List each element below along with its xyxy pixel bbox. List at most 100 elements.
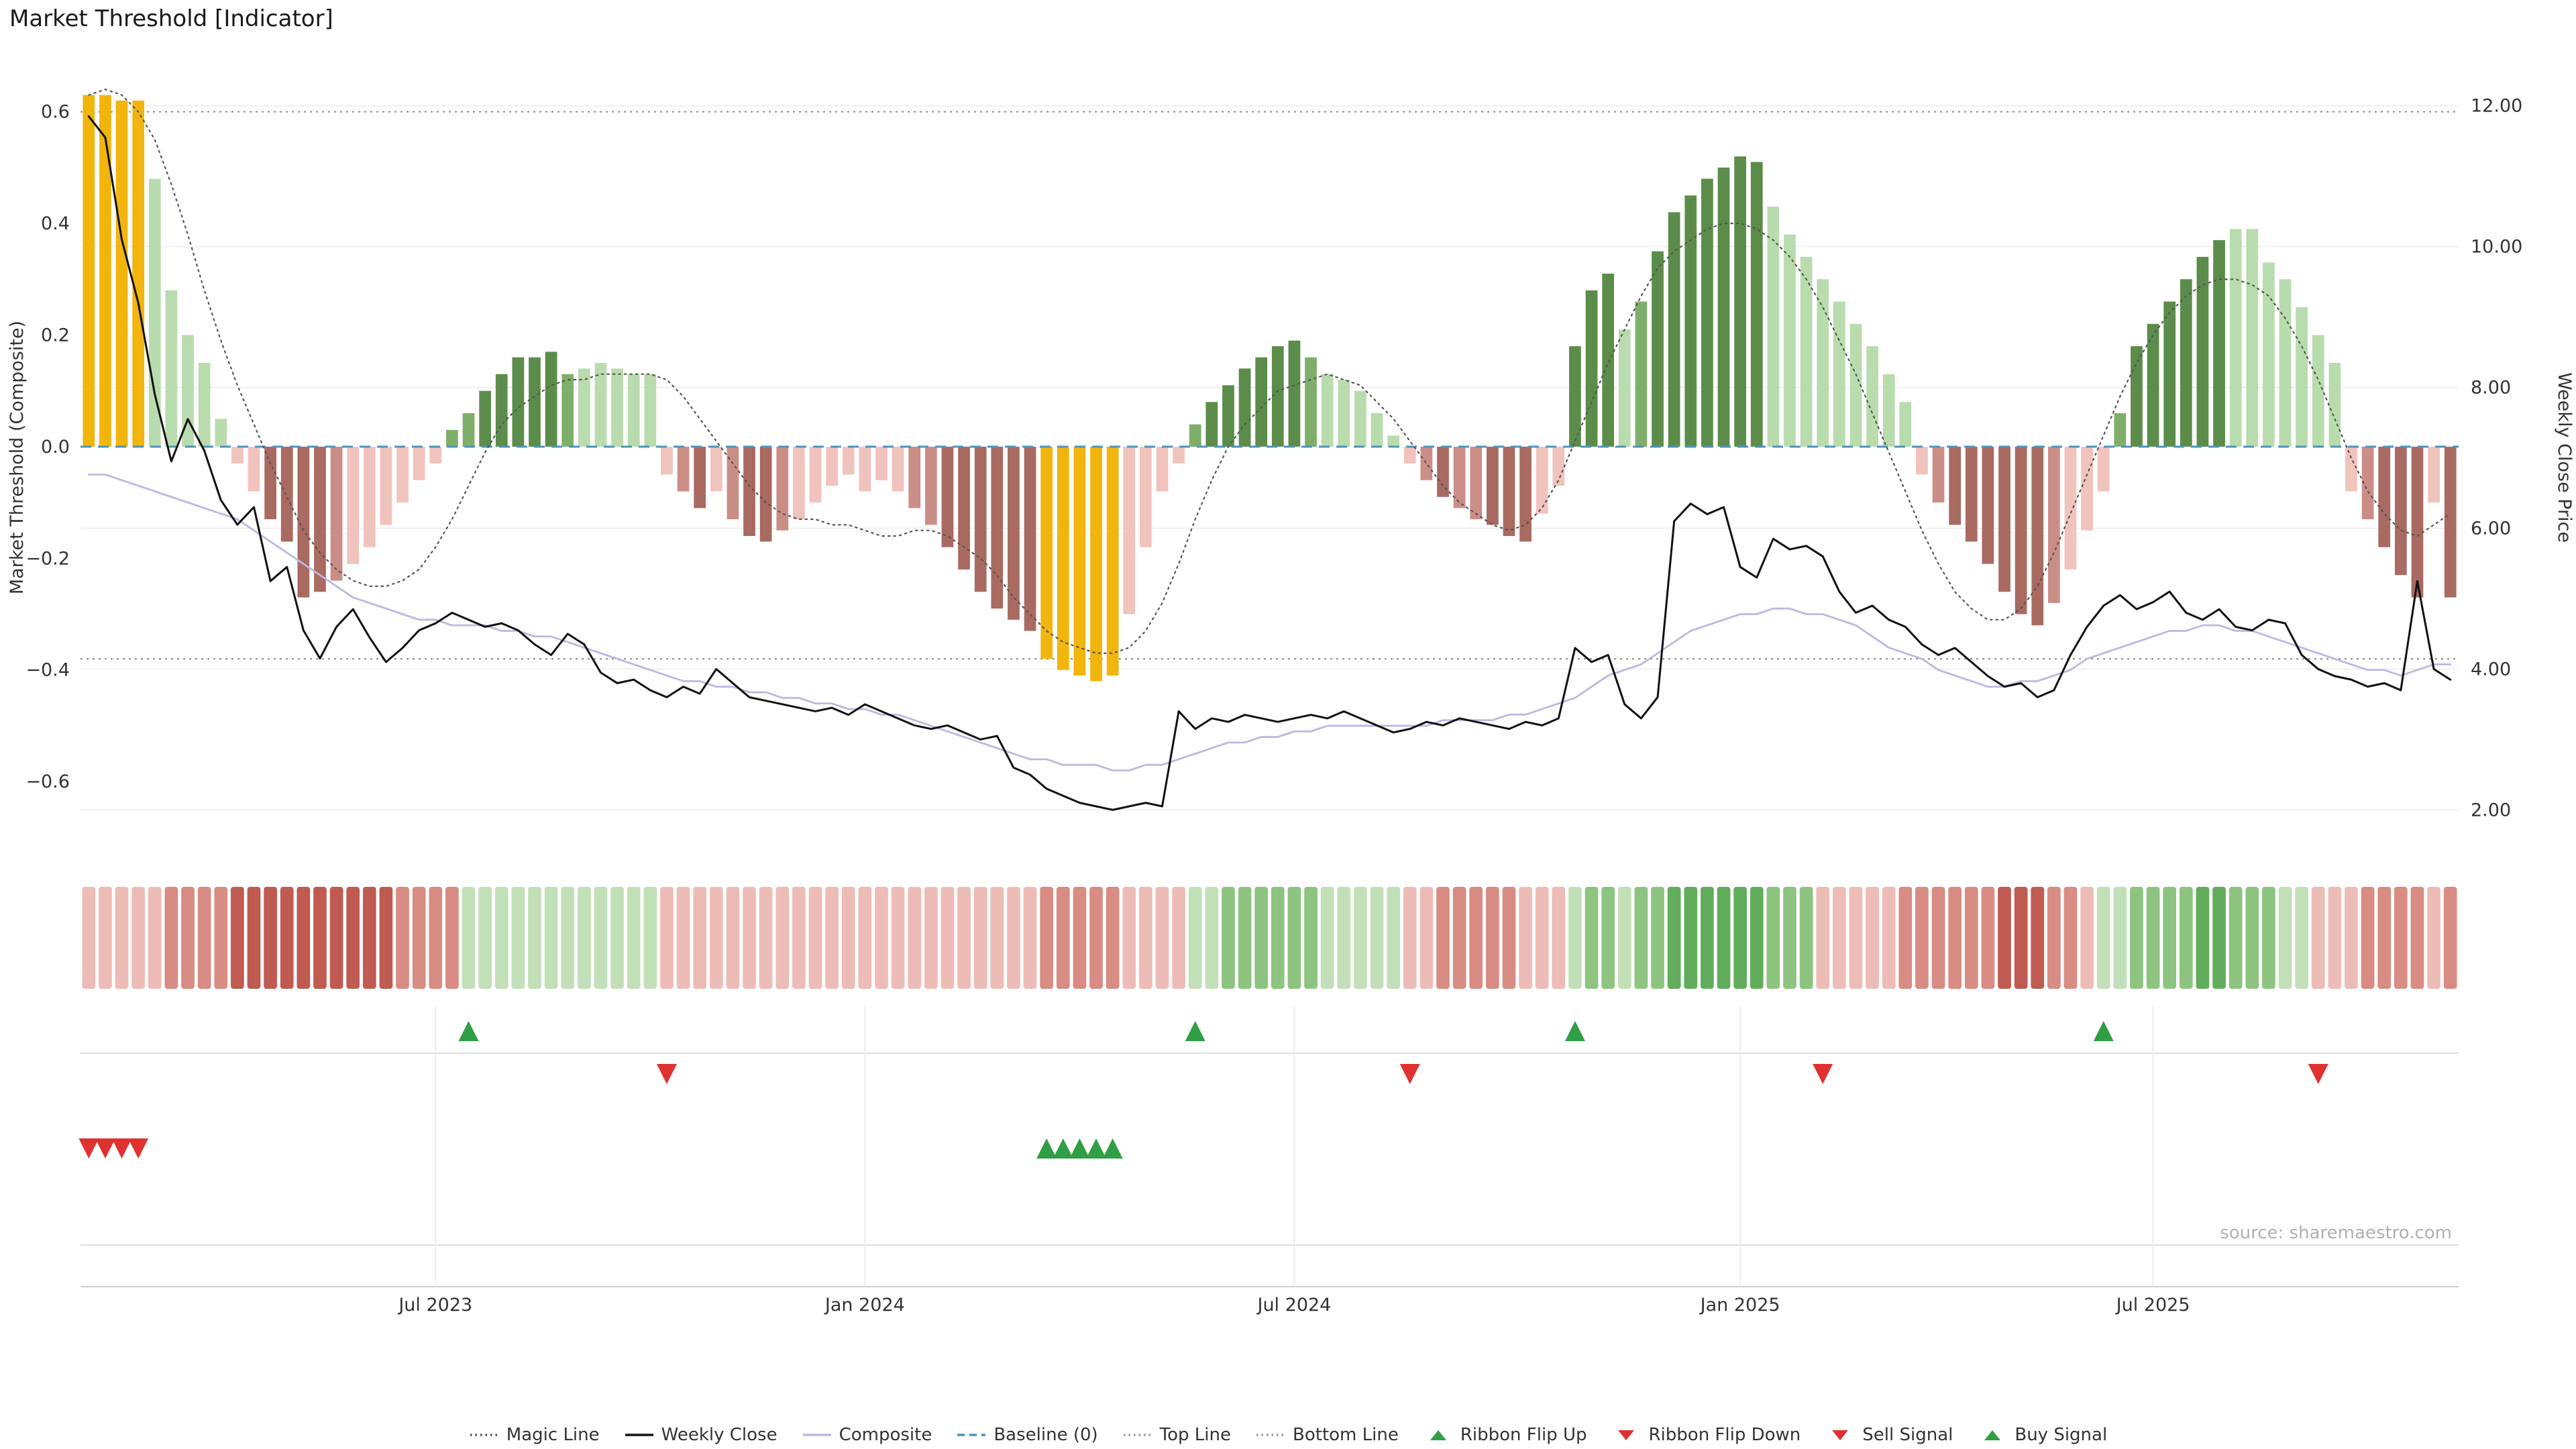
ribbon-cell <box>2410 887 2424 989</box>
bar <box>1453 446 1466 508</box>
bar <box>264 446 276 520</box>
ribbon-cell <box>924 887 938 989</box>
bar <box>1602 273 1615 447</box>
bar <box>1965 446 1978 542</box>
bar <box>1321 374 1334 447</box>
x-tick-label: Jan 2024 <box>824 1295 905 1316</box>
right-tick-label: 6.00 <box>2471 518 2511 539</box>
ribbon-cell <box>1337 887 1351 989</box>
ribbon-cell <box>561 887 575 989</box>
bar <box>182 335 194 447</box>
ribbon-cell <box>2179 887 2193 989</box>
legend-label: Sell Signal <box>1862 1425 1953 1445</box>
legend-label: Magic Line <box>506 1425 600 1445</box>
ribbon-cell <box>1271 887 1285 989</box>
chart-canvas: 0.6 0.4 0.2 0.0 −0.2 −0.4 −0.6 12.00 10.00 8.00 6.… <box>7 89 2575 1316</box>
ribbon-cell <box>2196 887 2210 989</box>
ribbon-cell <box>478 887 492 989</box>
ribbon-cell <box>643 887 657 989</box>
ribbon-cell <box>1733 887 1747 989</box>
bar <box>2180 279 2192 447</box>
ribbon-cell <box>1585 887 1599 989</box>
sell-signal-icon <box>128 1138 149 1159</box>
bar <box>148 178 161 447</box>
legend-label: Buy Signal <box>2015 1425 2108 1445</box>
bar <box>1288 340 1301 447</box>
x-tick-label: Jul 2025 <box>2115 1295 2190 1316</box>
bar <box>1173 446 1185 464</box>
sell-signal-icon <box>95 1138 115 1159</box>
ribbon-cell <box>1419 887 1434 989</box>
ribbon-cell <box>1799 887 1813 989</box>
bar <box>826 446 838 486</box>
bar <box>991 446 1004 609</box>
bar <box>529 357 541 447</box>
left-axis-title: Market Threshold (Composite) <box>7 321 28 594</box>
bar <box>941 446 954 547</box>
sell-signal-icon <box>111 1138 132 1159</box>
solid-line-icon <box>625 1434 653 1436</box>
ribbon-cell <box>1485 887 1499 989</box>
bar <box>578 368 590 447</box>
bar <box>611 368 623 447</box>
bar <box>132 100 145 447</box>
buy-signal-icon <box>1102 1138 1123 1159</box>
ribbon-cell <box>594 887 608 989</box>
ribbon-cell <box>1998 887 2011 989</box>
bar <box>561 374 574 447</box>
bar <box>859 446 871 492</box>
legend-item-bottom-line: Bottom Line <box>1255 1425 1399 1445</box>
ribbon-cell <box>1403 887 1417 989</box>
legend-item-ribbon-flip-down: Ribbon Flip Down <box>1611 1425 1801 1445</box>
ribbon-cell <box>1040 887 1054 989</box>
bar <box>83 95 95 447</box>
ribbon-cell <box>1882 887 1896 989</box>
bar <box>1784 234 1796 447</box>
bar <box>1949 446 1962 525</box>
ribbon-cell <box>346 887 360 989</box>
bar <box>875 446 888 480</box>
dotted-line-icon <box>1123 1434 1152 1436</box>
ribbon-cell <box>1832 887 1846 989</box>
sell-signal-icon <box>78 1138 99 1159</box>
ribbon-cell <box>1469 887 1483 989</box>
ribbon-cell <box>494 887 508 989</box>
bar <box>809 446 822 503</box>
bar <box>248 446 260 492</box>
bar <box>594 363 607 447</box>
bar <box>1222 385 1234 447</box>
ribbon-cell <box>1519 887 1532 989</box>
ribbon-cell <box>2262 887 2275 989</box>
bar <box>743 446 755 536</box>
bar <box>1585 290 1598 447</box>
bar <box>479 390 492 447</box>
ribbon-cell <box>709 887 723 989</box>
ribbon-cell <box>82 887 96 989</box>
ribbon-flip-down-icon <box>1399 1064 1420 1084</box>
bar <box>396 446 409 503</box>
bar <box>1123 446 1136 614</box>
ribbon-flip-down-icon <box>656 1064 677 1084</box>
bar <box>2345 446 2357 492</box>
legend-label: Weekly Close <box>661 1425 777 1445</box>
bar <box>2081 446 2093 531</box>
legend-item-sell-signal: Sell Signal <box>1825 1425 1953 1445</box>
bar <box>644 374 657 447</box>
ribbon-cell <box>1981 887 1995 989</box>
ribbon-cell <box>1849 887 1863 989</box>
left-tick-label: 0.0 <box>41 437 70 458</box>
bar <box>1817 279 1829 447</box>
left-tick-label: −0.6 <box>25 771 70 792</box>
bar <box>974 446 987 592</box>
bar <box>115 100 128 447</box>
ribbon-cell <box>1601 887 1615 989</box>
bar <box>1503 446 1515 536</box>
source-note: source: sharemaestro.com <box>2220 1223 2452 1243</box>
ribbon-cell <box>1552 887 1566 989</box>
bar <box>1271 346 1284 447</box>
ribbon-cell <box>99 887 112 989</box>
bar <box>2279 279 2292 447</box>
bar <box>1338 380 1350 447</box>
right-tick-label: 12.00 <box>2471 96 2522 117</box>
bar <box>2147 323 2159 447</box>
